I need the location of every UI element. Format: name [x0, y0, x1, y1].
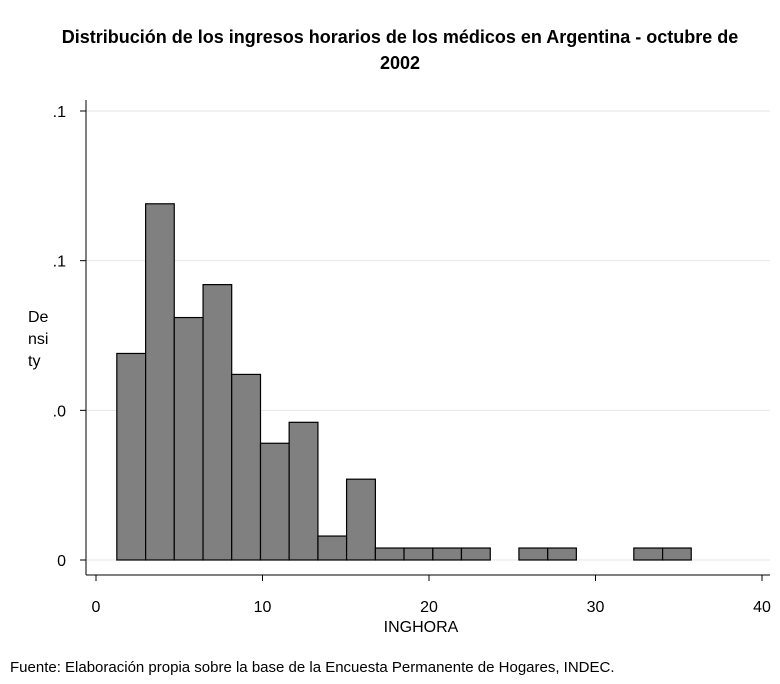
- y-axis-title: nsi: [28, 331, 48, 348]
- x-tick-label: 30: [587, 599, 605, 616]
- bar: [633, 547, 664, 561]
- bar: [317, 535, 348, 561]
- bar: [374, 547, 405, 561]
- chart-title: Distribución de los ingresos horarios de…: [61, 27, 739, 73]
- bar: [547, 547, 577, 561]
- y-tick-label: .0: [53, 403, 66, 420]
- x-tick-label: 40: [753, 599, 771, 616]
- bar: [661, 547, 692, 561]
- y-tick-label: .1: [53, 104, 66, 121]
- bar: [288, 421, 319, 561]
- x-tick-label: 10: [254, 599, 272, 616]
- bar: [460, 547, 491, 561]
- y-tick-label: .1: [53, 254, 66, 271]
- x-axis-title: INGHORA: [384, 619, 459, 636]
- bar: [403, 547, 434, 561]
- bar: [202, 284, 233, 561]
- y-axis-title: De: [28, 309, 49, 326]
- x-tick-label: 20: [420, 599, 438, 616]
- bar: [432, 547, 463, 561]
- y-tick-label: 0: [57, 553, 66, 570]
- footnote: Fuente: Elaboración propia sobre la base…: [10, 659, 615, 676]
- y-axis-title: ty: [28, 353, 40, 370]
- bar: [345, 478, 376, 561]
- bar: [231, 373, 262, 561]
- bar: [259, 442, 290, 561]
- bar: [145, 203, 175, 561]
- bar: [518, 547, 549, 561]
- x-tick-label: 0: [92, 599, 101, 616]
- bar: [116, 352, 147, 561]
- bar: [173, 316, 204, 561]
